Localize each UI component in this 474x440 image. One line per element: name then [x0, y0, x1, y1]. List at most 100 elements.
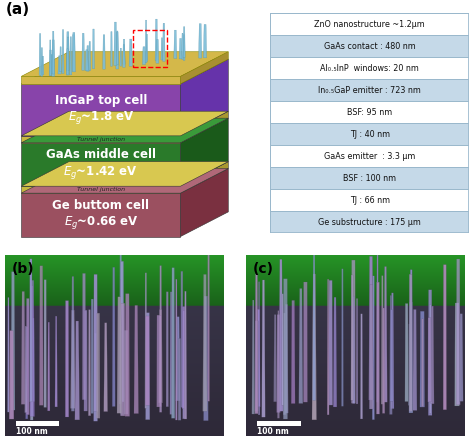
Polygon shape [21, 111, 228, 136]
Polygon shape [312, 274, 317, 420]
Polygon shape [255, 274, 258, 414]
Polygon shape [62, 29, 64, 73]
Bar [270, 101, 469, 123]
Bar [257, 421, 301, 425]
Polygon shape [360, 314, 363, 419]
Polygon shape [39, 266, 43, 405]
Polygon shape [421, 319, 423, 407]
Text: ZnO nanostructure ~1.2μm: ZnO nanostructure ~1.2μm [314, 20, 425, 29]
Text: Ge substructure : 175 μm: Ge substructure : 175 μm [318, 218, 421, 227]
Polygon shape [117, 31, 118, 65]
Polygon shape [282, 294, 284, 405]
Polygon shape [21, 84, 181, 136]
Polygon shape [124, 330, 128, 414]
Polygon shape [21, 118, 228, 143]
Polygon shape [181, 52, 228, 84]
Polygon shape [176, 317, 180, 401]
Polygon shape [156, 40, 159, 63]
Bar [270, 79, 469, 101]
Polygon shape [134, 305, 138, 414]
Polygon shape [86, 46, 89, 71]
Bar [16, 421, 59, 425]
Polygon shape [11, 271, 15, 410]
Polygon shape [49, 50, 52, 76]
Polygon shape [30, 259, 32, 402]
Text: TJ : 40 nm: TJ : 40 nm [350, 130, 390, 139]
Polygon shape [277, 315, 280, 412]
Polygon shape [30, 286, 33, 420]
Polygon shape [85, 50, 88, 71]
Polygon shape [431, 306, 434, 404]
Polygon shape [351, 275, 354, 400]
Polygon shape [255, 321, 258, 411]
Polygon shape [103, 35, 105, 69]
Text: (b): (b) [11, 262, 34, 276]
Polygon shape [49, 40, 51, 76]
Polygon shape [208, 251, 210, 401]
Text: Tunnel junction: Tunnel junction [77, 137, 125, 142]
Polygon shape [60, 47, 62, 72]
Polygon shape [26, 327, 28, 419]
Bar [270, 167, 469, 189]
Polygon shape [84, 310, 87, 411]
Polygon shape [327, 279, 329, 415]
Polygon shape [369, 285, 374, 409]
Polygon shape [383, 308, 385, 413]
Polygon shape [181, 169, 228, 237]
Polygon shape [303, 282, 308, 402]
Polygon shape [30, 280, 35, 417]
Polygon shape [279, 259, 283, 411]
Polygon shape [52, 40, 55, 76]
Polygon shape [456, 259, 460, 405]
Polygon shape [104, 323, 108, 411]
Text: (c): (c) [253, 262, 274, 276]
Polygon shape [312, 252, 316, 400]
Polygon shape [405, 304, 408, 402]
Polygon shape [120, 280, 122, 414]
Polygon shape [116, 32, 118, 69]
Polygon shape [199, 24, 202, 58]
Polygon shape [120, 303, 125, 416]
Polygon shape [183, 27, 185, 57]
Polygon shape [94, 333, 98, 421]
Polygon shape [409, 324, 411, 405]
Polygon shape [429, 304, 431, 413]
Text: (a): (a) [5, 3, 29, 18]
Polygon shape [413, 309, 417, 411]
Polygon shape [390, 310, 393, 401]
Polygon shape [203, 296, 208, 421]
Polygon shape [351, 260, 356, 403]
Polygon shape [277, 311, 280, 418]
Polygon shape [93, 275, 98, 411]
Polygon shape [39, 33, 41, 75]
Polygon shape [172, 268, 175, 418]
Polygon shape [145, 316, 150, 405]
Polygon shape [184, 291, 187, 419]
Polygon shape [52, 31, 55, 74]
Polygon shape [203, 275, 207, 411]
Polygon shape [50, 55, 54, 73]
Bar [270, 189, 469, 211]
Text: Al₀.₅InP  windows: 20 nm: Al₀.₅InP windows: 20 nm [320, 64, 419, 73]
Polygon shape [110, 32, 112, 66]
Polygon shape [66, 32, 69, 75]
Polygon shape [65, 301, 69, 417]
Polygon shape [25, 326, 27, 413]
Polygon shape [21, 136, 181, 143]
Polygon shape [159, 310, 163, 403]
Polygon shape [117, 297, 122, 413]
Polygon shape [283, 313, 286, 415]
Polygon shape [203, 24, 207, 58]
Polygon shape [166, 292, 168, 407]
Polygon shape [114, 22, 117, 66]
Polygon shape [123, 39, 125, 64]
Polygon shape [21, 291, 25, 404]
Polygon shape [455, 303, 459, 406]
Text: BSF : 100 nm: BSF : 100 nm [343, 174, 396, 183]
Polygon shape [21, 161, 228, 186]
Polygon shape [179, 38, 182, 59]
Polygon shape [291, 301, 295, 403]
Bar [270, 145, 469, 167]
Polygon shape [381, 275, 383, 404]
Text: In₀.₅GaP emitter : 723 nm: In₀.₅GaP emitter : 723 nm [318, 86, 421, 95]
